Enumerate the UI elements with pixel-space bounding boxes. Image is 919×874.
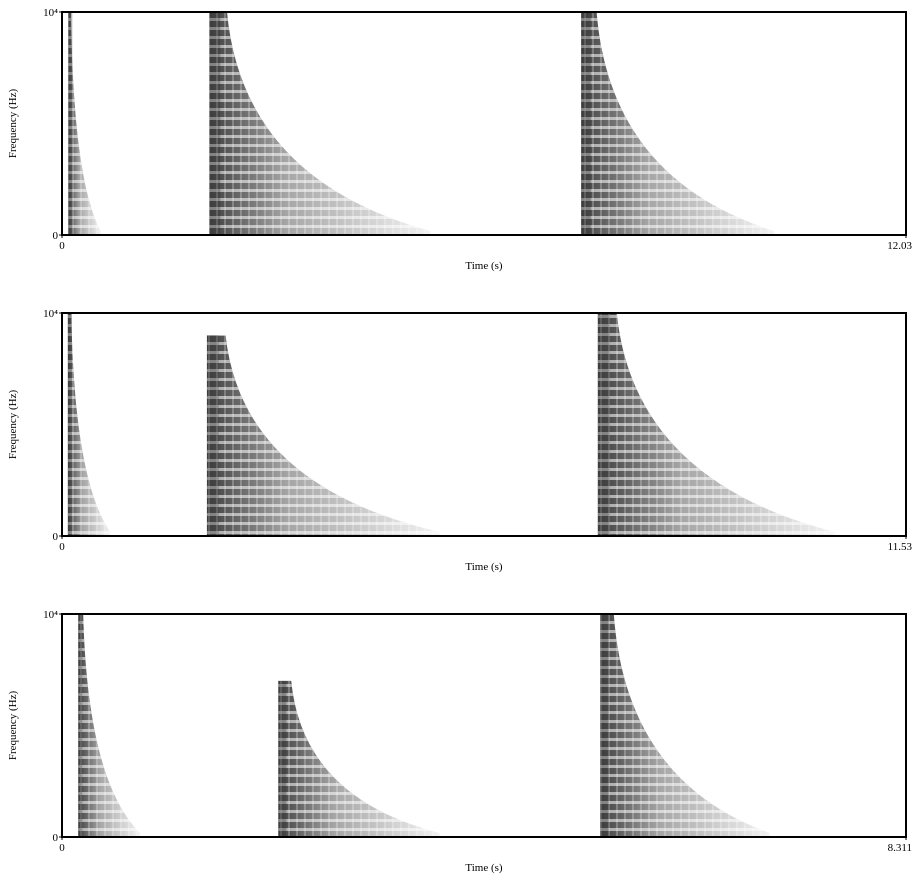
burst-onset [209, 12, 221, 235]
y-tick-label: 10⁴ [43, 7, 58, 19]
burst-onset [600, 614, 609, 837]
y-tick-label: 0 [53, 230, 59, 242]
burst-onset [278, 680, 287, 837]
plot-frame [61, 613, 907, 838]
spectrogram [67, 313, 835, 536]
y-tick-label: 10⁴ [43, 308, 58, 320]
x-tick-label: 0 [59, 240, 65, 252]
x-tick-label: 0 [59, 541, 65, 553]
x-axis-label: Time (s) [465, 862, 503, 874]
spectrogram [78, 614, 770, 837]
burst-texture [78, 614, 141, 837]
spectrogram [68, 12, 775, 235]
burst-texture [206, 335, 440, 536]
burst-texture [600, 614, 770, 837]
burst-onset [206, 335, 219, 536]
burst-texture [67, 313, 111, 536]
plot-frame [61, 312, 907, 537]
panel: 0 10⁴ 0 8.311 Time (s) Frequency (Hz) [7, 609, 912, 874]
x-tick-label: 8.311 [888, 842, 912, 854]
y-axis-label: Frequency (Hz) [7, 691, 19, 761]
x-axis-label: Time (s) [465, 260, 503, 272]
panel: 0 10⁴ 0 11.53 Time (s) Frequency (Hz) [7, 308, 912, 573]
y-tick-label: 0 [53, 531, 59, 543]
plot-frame [61, 11, 907, 236]
burst-onset [67, 313, 72, 536]
burst-onset [581, 12, 591, 235]
burst-onset [68, 12, 73, 235]
y-axis-label: Frequency (Hz) [7, 390, 19, 460]
x-tick-label: 0 [59, 842, 65, 854]
panel: 0 10⁴ 0 12.03 Time (s) Frequency (Hz) [7, 7, 913, 272]
y-tick-label: 0 [53, 832, 59, 844]
burst-texture [581, 12, 775, 235]
x-tick-label: 11.53 [888, 541, 913, 553]
x-axis-label: Time (s) [465, 561, 503, 573]
burst-onset [597, 313, 610, 536]
burst-texture [597, 313, 835, 536]
y-axis-label: Frequency (Hz) [7, 89, 19, 159]
burst-texture [68, 12, 101, 235]
y-tick-label: 10⁴ [43, 609, 58, 621]
x-tick-label: 12.03 [887, 240, 912, 252]
burst-texture [209, 12, 431, 235]
burst-texture [278, 680, 440, 837]
burst-onset [78, 614, 83, 837]
